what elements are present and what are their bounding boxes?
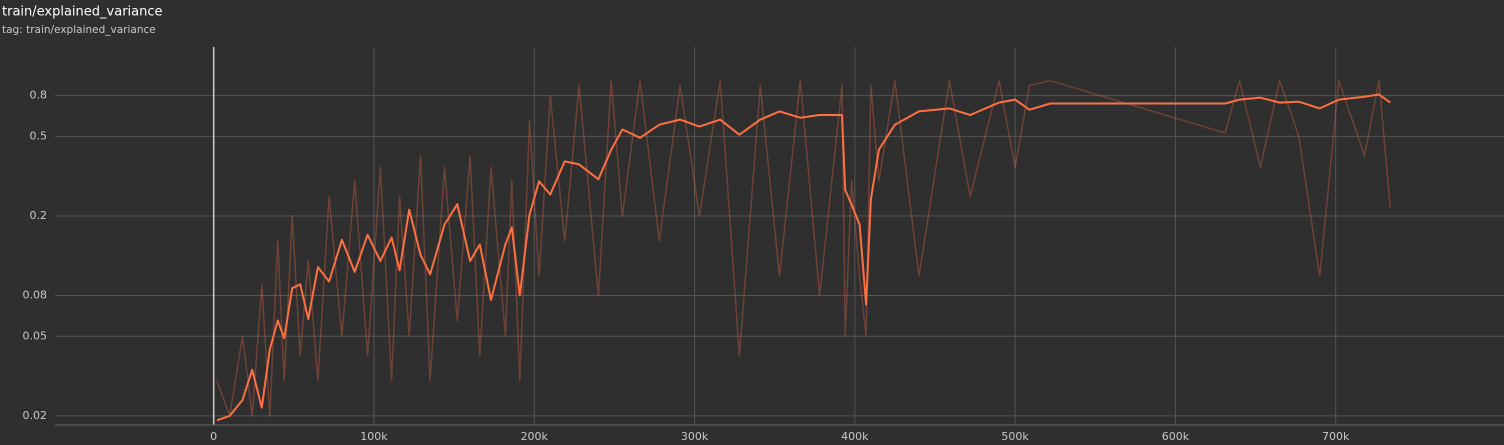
x-tick-label: 200k xyxy=(521,430,549,443)
x-tick-label: 100k xyxy=(360,430,388,443)
y-tick-label: 0.2 xyxy=(30,209,48,222)
series-line xyxy=(216,93,1391,422)
series-line xyxy=(216,79,1391,417)
x-tick-label: 0 xyxy=(210,430,217,443)
x-tick-label: 400k xyxy=(841,430,869,443)
x-tick-label: 300k xyxy=(681,430,709,443)
x-tick-label: 500k xyxy=(1001,430,1029,443)
chart-subtitle: tag: train/explained_variance xyxy=(2,24,156,36)
y-tick-label: 0.05 xyxy=(23,329,48,342)
grid: 0.02 0.05 0.08 0.2 0.5 0.8 0 100k 200k 300k 400k 50… xyxy=(23,47,1504,443)
y-tick-label: 0.5 xyxy=(30,129,48,142)
y-tick-label: 0.08 xyxy=(23,288,48,301)
chart-title: train/explained_variance xyxy=(2,5,163,20)
plot-area xyxy=(216,79,1391,422)
x-tick-label: 600k xyxy=(1162,430,1190,443)
y-tick-label: 0.02 xyxy=(23,409,48,422)
x-tick-label: 700k xyxy=(1322,430,1350,443)
y-tick-label: 0.8 xyxy=(30,89,48,102)
